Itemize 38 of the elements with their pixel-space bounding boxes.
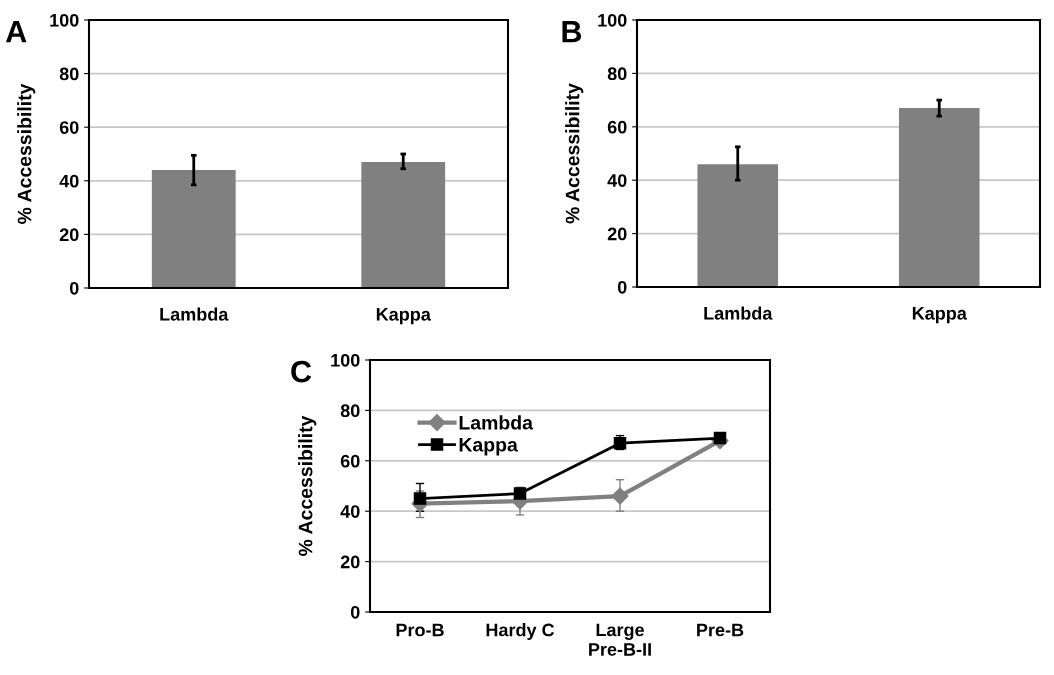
y-axis-title: % Accessibility: [17, 83, 36, 224]
x-tick-label: Pro-B: [396, 623, 444, 637]
y-axis-title: % Accessibility: [565, 83, 584, 224]
chart-title: C: [291, 360, 312, 383]
y-tick-label: 100: [598, 13, 627, 27]
y-tick-label: 100: [331, 353, 360, 367]
y-tick-label: 20: [340, 555, 360, 569]
x-tick-label: Pre-B: [697, 623, 744, 637]
y-tick-label: 60: [340, 454, 360, 468]
y-tick-label: 100: [50, 13, 79, 27]
y-tick-label: 80: [340, 404, 360, 418]
point: [513, 487, 527, 500]
y-tick-label: 80: [607, 67, 627, 81]
x-tick-label: Hardy C: [486, 623, 555, 640]
y-tick-label: 80: [59, 67, 79, 81]
x-tick-label: Large Pre-B-II: [589, 623, 651, 656]
y-tick-label: 20: [59, 228, 79, 242]
y-tick-label: 0: [69, 281, 79, 295]
y-tick-label: 0: [617, 280, 627, 294]
y-tick-label: 60: [59, 121, 79, 134]
chart-title: B: [562, 21, 582, 43]
x-tick-label: Lambda: [704, 306, 773, 320]
y-tick-label: 40: [59, 174, 79, 188]
y-tick-label: 60: [607, 120, 627, 134]
chart-title: A: [5, 21, 27, 43]
y-tick-label: 20: [607, 227, 627, 241]
y-axis-title: % Accessibility: [298, 415, 317, 556]
y-tick-label: 40: [607, 174, 627, 187]
y-tick-label: 40: [340, 505, 360, 518]
point: [611, 487, 629, 505]
point: [413, 492, 427, 505]
legend-label: Lambda: [459, 415, 534, 430]
point: [713, 431, 727, 445]
y-tick-label: 0: [350, 605, 360, 619]
x-tick-label: Lambda: [160, 307, 229, 321]
legend-label: Kappa: [459, 438, 518, 456]
x-tick-label: Kappa: [376, 308, 431, 325]
x-tick-label: Kappa: [912, 307, 967, 324]
